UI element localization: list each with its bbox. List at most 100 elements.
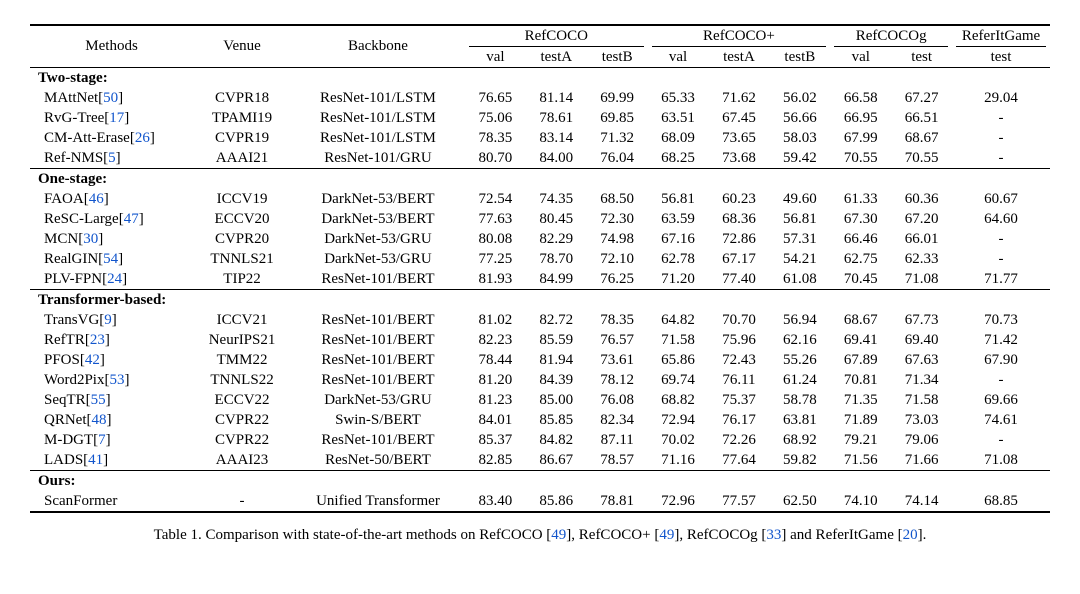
- value-cell: 67.73: [891, 310, 952, 330]
- method-cell: CM-Att-Erase[26]: [30, 128, 193, 148]
- value-cell: 70.55: [891, 148, 952, 169]
- sub-column-header: testB: [587, 47, 648, 68]
- method-name: LADS: [44, 452, 83, 468]
- section-title: Transformer-based:: [30, 290, 193, 311]
- value-cell: 59.82: [769, 450, 830, 471]
- value-cell: 85.37: [465, 430, 526, 450]
- citation-link[interactable]: 30: [83, 231, 98, 247]
- value-cell: 62.16: [769, 330, 830, 350]
- backbone-cell: DarkNet-53/GRU: [291, 229, 465, 249]
- value-cell: 71.77: [952, 269, 1050, 290]
- citation-link[interactable]: 26: [135, 130, 150, 146]
- value-cell: 64.60: [952, 209, 1050, 229]
- results-table: MethodsVenueBackboneRefCOCORefCOCO+RefCO…: [30, 24, 1050, 513]
- value-cell: -: [952, 430, 1050, 450]
- value-cell: 71.62: [709, 88, 770, 108]
- value-cell: 73.68: [709, 148, 770, 169]
- value-cell: 49.60: [769, 189, 830, 209]
- value-cell: 86.67: [526, 450, 587, 471]
- citation-link[interactable]: 7: [98, 432, 106, 448]
- venue-cell: -: [193, 491, 291, 512]
- value-cell: 66.01: [891, 229, 952, 249]
- citation-link[interactable]: 23: [90, 332, 105, 348]
- method-cell: RealGIN[54]: [30, 249, 193, 269]
- value-cell: 70.55: [830, 148, 891, 169]
- caption-cite-1[interactable]: 49: [551, 527, 566, 543]
- value-cell: 56.02: [769, 88, 830, 108]
- backbone-cell: Unified Transformer: [291, 491, 465, 512]
- citation-link[interactable]: 55: [91, 392, 106, 408]
- method-name: QRNet: [44, 412, 87, 428]
- value-cell: 29.04: [952, 88, 1050, 108]
- venue-cell: NeurIPS21: [193, 330, 291, 350]
- venue-cell: CVPR22: [193, 430, 291, 450]
- value-cell: -: [952, 128, 1050, 148]
- value-cell: 59.42: [769, 148, 830, 169]
- citation-link[interactable]: 42: [85, 352, 100, 368]
- venue-cell: AAAI21: [193, 148, 291, 169]
- value-cell: 77.25: [465, 249, 526, 269]
- value-cell: 78.57: [587, 450, 648, 471]
- citation-link[interactable]: 54: [103, 251, 118, 267]
- citation-link[interactable]: 9: [104, 312, 112, 328]
- value-cell: 61.24: [769, 370, 830, 390]
- value-cell: 68.82: [648, 390, 709, 410]
- value-cell: 56.94: [769, 310, 830, 330]
- value-cell: 68.25: [648, 148, 709, 169]
- method-cell: Ref-NMS[5]: [30, 148, 193, 169]
- backbone-cell: DarkNet-53/BERT: [291, 189, 465, 209]
- caption-text: ], RefCOCOg [: [674, 527, 766, 543]
- citation-link[interactable]: 53: [109, 372, 124, 388]
- value-cell: 84.99: [526, 269, 587, 290]
- value-cell: 62.78: [648, 249, 709, 269]
- value-cell: 71.42: [952, 330, 1050, 350]
- citation-link[interactable]: 47: [124, 211, 139, 227]
- citation-link[interactable]: 41: [88, 452, 103, 468]
- value-cell: 81.94: [526, 350, 587, 370]
- citation-link[interactable]: 24: [107, 271, 122, 287]
- value-cell: 79.06: [891, 430, 952, 450]
- value-cell: -: [952, 370, 1050, 390]
- method-name: RefTR: [44, 332, 85, 348]
- value-cell: 72.54: [465, 189, 526, 209]
- value-cell: -: [952, 229, 1050, 249]
- caption-text: Table 1. Comparison with state-of-the-ar…: [154, 527, 552, 543]
- value-cell: 82.72: [526, 310, 587, 330]
- value-cell: 84.39: [526, 370, 587, 390]
- citation-link[interactable]: 17: [109, 110, 124, 126]
- value-cell: 67.45: [709, 108, 770, 128]
- caption-text: ] and ReferItGame [: [781, 527, 902, 543]
- caption-cite-3[interactable]: 33: [766, 527, 781, 543]
- value-cell: 83.40: [465, 491, 526, 512]
- method-cell: FAOA[46]: [30, 189, 193, 209]
- value-cell: 80.08: [465, 229, 526, 249]
- venue-cell: ICCV21: [193, 310, 291, 330]
- value-cell: 67.16: [648, 229, 709, 249]
- method-name: CM-Att-Erase: [44, 130, 130, 146]
- backbone-cell: DarkNet-53/GRU: [291, 390, 465, 410]
- citation-link[interactable]: 5: [108, 150, 116, 166]
- value-cell: 76.08: [587, 390, 648, 410]
- column-header: ReferItGame: [952, 25, 1050, 46]
- column-header: Venue: [193, 25, 291, 68]
- value-cell: 73.61: [587, 350, 648, 370]
- citation-link[interactable]: 50: [103, 90, 118, 106]
- value-cell: 81.02: [465, 310, 526, 330]
- value-cell: 69.66: [952, 390, 1050, 410]
- value-cell: 81.23: [465, 390, 526, 410]
- value-cell: 67.30: [830, 209, 891, 229]
- section-title: One-stage:: [30, 169, 193, 190]
- citation-link[interactable]: 46: [89, 191, 104, 207]
- value-cell: 78.70: [526, 249, 587, 269]
- caption-cite-2[interactable]: 49: [659, 527, 674, 543]
- venue-cell: ECCV20: [193, 209, 291, 229]
- method-name: PLV-FPN: [44, 271, 102, 287]
- value-cell: 58.03: [769, 128, 830, 148]
- value-cell: 71.08: [952, 450, 1050, 471]
- citation-link[interactable]: 48: [92, 412, 107, 428]
- caption-cite-4[interactable]: 20: [903, 527, 918, 543]
- value-cell: 82.85: [465, 450, 526, 471]
- venue-cell: TPAMI19: [193, 108, 291, 128]
- value-cell: 67.99: [830, 128, 891, 148]
- value-cell: 76.65: [465, 88, 526, 108]
